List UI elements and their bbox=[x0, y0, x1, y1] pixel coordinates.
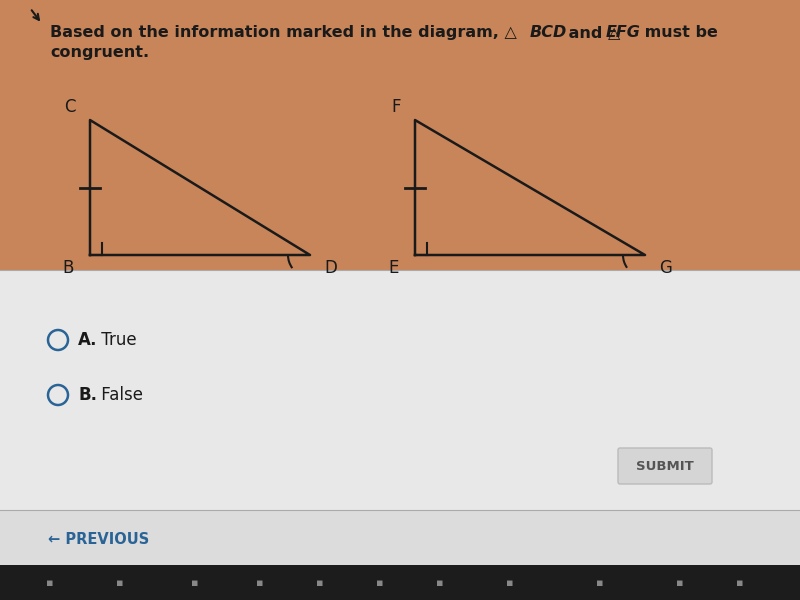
Text: and △: and △ bbox=[563, 25, 620, 40]
Bar bbox=[0, 510, 800, 565]
Text: F: F bbox=[391, 98, 401, 116]
Bar bbox=[0, 0, 800, 270]
FancyBboxPatch shape bbox=[618, 448, 712, 484]
Text: EFG: EFG bbox=[606, 25, 641, 40]
Text: False: False bbox=[96, 386, 143, 404]
Text: ▪: ▪ bbox=[256, 577, 264, 587]
Text: ▪: ▪ bbox=[436, 577, 444, 587]
Text: ▪: ▪ bbox=[506, 577, 514, 587]
Text: ▪: ▪ bbox=[116, 577, 124, 587]
Text: SUBMIT: SUBMIT bbox=[636, 460, 694, 473]
Text: ▪: ▪ bbox=[191, 577, 198, 587]
Text: B.: B. bbox=[78, 386, 97, 404]
Text: congruent.: congruent. bbox=[50, 45, 149, 60]
Text: True: True bbox=[96, 331, 137, 349]
Text: C: C bbox=[65, 98, 76, 116]
Text: must be: must be bbox=[639, 25, 718, 40]
Bar bbox=[0, 270, 800, 510]
Bar bbox=[0, 565, 800, 600]
Text: ← PREVIOUS: ← PREVIOUS bbox=[48, 533, 150, 547]
Text: Based on the information marked in the diagram, △: Based on the information marked in the d… bbox=[50, 25, 517, 40]
Text: BCD: BCD bbox=[530, 25, 567, 40]
Text: E: E bbox=[389, 259, 399, 277]
Text: ▪: ▪ bbox=[376, 577, 384, 587]
Text: ▪: ▪ bbox=[596, 577, 604, 587]
Text: ▪: ▪ bbox=[736, 577, 744, 587]
Text: ▪: ▪ bbox=[46, 577, 54, 587]
Text: ▪: ▪ bbox=[676, 577, 684, 587]
Text: A.: A. bbox=[78, 331, 98, 349]
Text: D: D bbox=[324, 259, 337, 277]
Text: ▪: ▪ bbox=[316, 577, 324, 587]
Text: G: G bbox=[659, 259, 672, 277]
Text: B: B bbox=[62, 259, 74, 277]
